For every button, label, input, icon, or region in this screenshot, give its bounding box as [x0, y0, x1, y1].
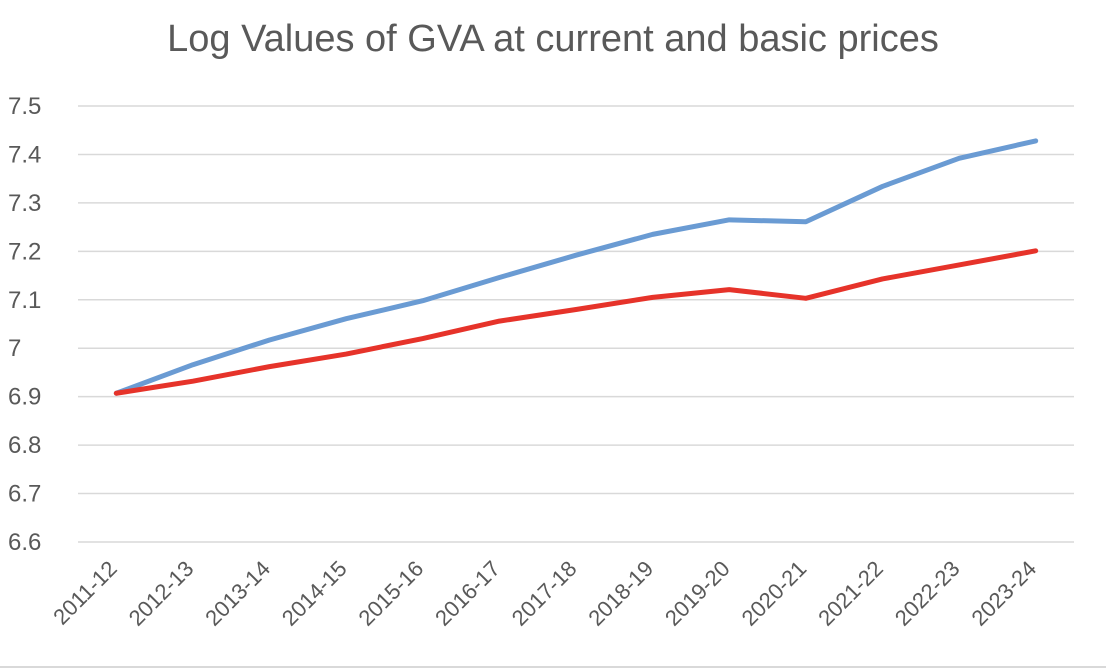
data-point — [651, 295, 655, 299]
data-point — [880, 184, 884, 188]
x-tick-label: 2021-22 — [813, 556, 888, 631]
y-tick-label: 7.1 — [8, 287, 41, 314]
data-point — [191, 379, 195, 383]
y-tick-label: 6.7 — [8, 481, 41, 508]
y-tick-label: 7.4 — [8, 141, 41, 168]
y-tick-label: 6.9 — [8, 384, 41, 411]
x-tick-label: 2013-14 — [200, 556, 275, 631]
x-tick-label: 2012-13 — [124, 556, 199, 631]
data-point — [268, 365, 272, 369]
data-point — [804, 296, 808, 300]
x-tick-label: 2016-17 — [430, 556, 505, 631]
data-point — [268, 338, 272, 342]
data-point — [880, 277, 884, 281]
data-point — [574, 307, 578, 311]
data-point — [344, 317, 348, 321]
series-line-2 — [113, 248, 1039, 396]
data-point — [191, 363, 195, 367]
x-tick-label: 2020-21 — [737, 556, 812, 631]
data-point — [957, 263, 961, 267]
x-tick-label: 2022-23 — [890, 556, 965, 631]
data-point — [574, 253, 578, 257]
data-point — [421, 299, 425, 303]
x-tick-label: 2014-15 — [277, 556, 352, 631]
y-tick-label: 7.5 — [8, 93, 41, 120]
x-tick-label: 2011-12 — [48, 556, 122, 630]
y-tick-label: 7.3 — [8, 190, 41, 217]
data-point — [1034, 139, 1038, 143]
y-tick-label: 7.2 — [8, 238, 41, 265]
data-point — [651, 232, 655, 236]
y-tick-label: 6.8 — [8, 432, 41, 459]
data-point — [727, 288, 731, 292]
x-tick-label: 2015-16 — [354, 556, 429, 631]
x-tick-label: 2023-24 — [966, 556, 1041, 631]
data-point — [957, 156, 961, 160]
data-point — [1034, 249, 1038, 253]
chart-title: Log Values of GVA at current and basic p… — [167, 18, 939, 60]
data-point — [497, 275, 501, 279]
data-point — [421, 337, 425, 341]
x-tick-label: 2017-18 — [507, 556, 582, 631]
data-point — [114, 391, 118, 395]
series-line-1 — [113, 138, 1039, 396]
data-point — [497, 319, 501, 323]
y-tick-label: 7 — [8, 335, 21, 362]
bottom-divider — [0, 666, 1106, 668]
x-tick-label: 2019-20 — [660, 556, 735, 631]
data-point — [727, 218, 731, 222]
y-tick-label: 6.6 — [8, 529, 41, 556]
x-tick-label: 2018-19 — [583, 556, 658, 631]
data-point — [344, 352, 348, 356]
data-point — [804, 220, 808, 224]
